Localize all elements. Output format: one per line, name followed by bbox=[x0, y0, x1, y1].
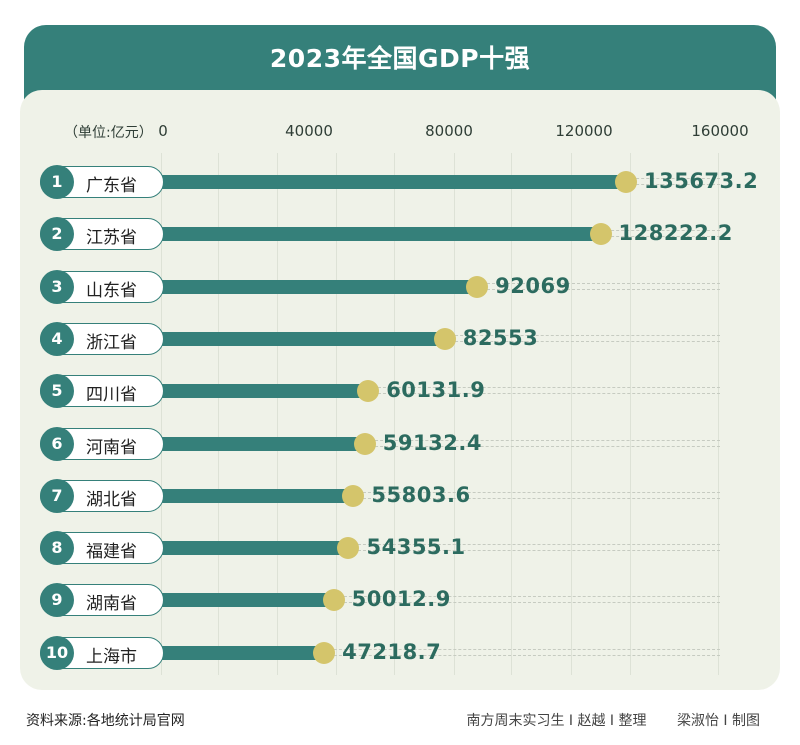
value-label: 135673.2 bbox=[643, 169, 759, 193]
province-name: 山东省 bbox=[86, 280, 137, 301]
value-label: 128222.2 bbox=[618, 221, 733, 246]
marker-dot bbox=[614, 171, 637, 193]
bar bbox=[160, 227, 601, 242]
bar bbox=[160, 331, 445, 346]
marker-dot bbox=[313, 641, 336, 664]
marker-dot bbox=[589, 223, 612, 246]
bar bbox=[160, 175, 626, 189]
marker-dot bbox=[466, 275, 489, 298]
bar bbox=[160, 541, 349, 556]
dash-track bbox=[625, 178, 720, 185]
province-name: 上海市 bbox=[86, 646, 137, 667]
province-name: 广东省 bbox=[86, 176, 137, 196]
dash-track bbox=[333, 596, 720, 604]
bar-row: 55803.6 7 湖北省 bbox=[0, 478, 800, 513]
gridline bbox=[718, 153, 719, 675]
bar bbox=[160, 384, 369, 399]
dash-track bbox=[368, 387, 720, 395]
value-label: 54355.1 bbox=[366, 535, 466, 560]
rank-badge: 7 bbox=[40, 478, 74, 513]
bar bbox=[160, 593, 334, 608]
bar-row: 128222.2 2 江苏省 bbox=[0, 217, 800, 252]
bar-row: 47218.7 10 上海市 bbox=[0, 635, 800, 670]
gridline bbox=[630, 153, 631, 675]
value-label: 60131.9 bbox=[386, 378, 486, 403]
gridline bbox=[511, 153, 512, 675]
gridline bbox=[336, 153, 337, 675]
bar-row: 82553 4 浙江省 bbox=[0, 321, 800, 356]
dash-track bbox=[348, 544, 720, 552]
rank-badge: 6 bbox=[40, 426, 74, 461]
value-label: 47218.7 bbox=[342, 639, 442, 664]
rank-badge: 2 bbox=[40, 217, 74, 252]
rank-badge: 8 bbox=[40, 531, 74, 566]
credit-designer: 梁淑怡 I 制图 bbox=[676, 713, 760, 729]
gridline bbox=[161, 153, 162, 675]
gridline bbox=[571, 153, 572, 675]
marker-dot bbox=[322, 589, 345, 612]
chart-title: 2023年全国GDP十强 bbox=[269, 44, 531, 73]
x-tick-label: 160000 bbox=[691, 122, 749, 140]
credits: 南方周末实习生 I 赵越 I 整理 梁淑怡 I 制图 bbox=[440, 710, 760, 730]
value-label: 50012.9 bbox=[351, 587, 451, 612]
rank-badge: 3 bbox=[40, 269, 74, 304]
province-name: 浙江省 bbox=[86, 332, 137, 353]
value-label: 82553 bbox=[462, 325, 539, 350]
bar bbox=[160, 645, 325, 660]
gridline bbox=[277, 153, 278, 675]
rank-badge: 4 bbox=[40, 321, 74, 356]
rank-badge: 9 bbox=[40, 583, 74, 618]
gridline bbox=[454, 153, 455, 675]
value-label: 55803.6 bbox=[371, 482, 471, 507]
province-name: 江苏省 bbox=[86, 228, 137, 249]
dash-track bbox=[364, 439, 720, 447]
x-tick-label: 0 bbox=[158, 122, 168, 140]
marker-dot bbox=[357, 380, 380, 403]
dash-track bbox=[444, 334, 720, 342]
source-note: 资料来源:各地统计局官网 bbox=[26, 713, 185, 729]
dash-track bbox=[324, 648, 720, 656]
rank-badge: 1 bbox=[40, 165, 74, 199]
x-tick-label: 80000 bbox=[425, 122, 473, 140]
bar-row: 60131.9 5 四川省 bbox=[0, 374, 800, 409]
bar-row: 135673.2 1 广东省 bbox=[0, 165, 800, 199]
bar bbox=[160, 488, 354, 503]
value-label: 59132.4 bbox=[382, 430, 482, 455]
marker-dot bbox=[433, 327, 456, 350]
bar-row: 92069 3 山东省 bbox=[0, 269, 800, 304]
rank-badge: 10 bbox=[40, 635, 74, 670]
marker-dot bbox=[342, 484, 365, 507]
x-tick-label: 120000 bbox=[555, 122, 613, 140]
value-label: 92069 bbox=[495, 273, 571, 298]
province-name: 福建省 bbox=[86, 542, 137, 563]
x-tick-label: 40000 bbox=[285, 122, 333, 140]
bar-row: 54355.1 8 福建省 bbox=[0, 531, 800, 566]
bar-row: 59132.4 6 河南省 bbox=[0, 426, 800, 461]
province-name: 河南省 bbox=[86, 437, 137, 458]
bar bbox=[160, 279, 478, 294]
credit-editor: 南方周末实习生 I 赵越 I 整理 bbox=[466, 713, 647, 729]
bar-row: 50012.9 9 湖南省 bbox=[0, 583, 800, 618]
rank-badge: 5 bbox=[40, 374, 74, 409]
province-name: 湖北省 bbox=[86, 489, 137, 510]
bar bbox=[160, 436, 365, 451]
unit-label: （单位:亿元） bbox=[64, 125, 153, 141]
dash-track bbox=[600, 230, 720, 238]
dash-track bbox=[353, 491, 720, 499]
marker-dot bbox=[337, 537, 360, 560]
gridline bbox=[218, 153, 219, 675]
dash-track bbox=[477, 282, 720, 290]
marker-dot bbox=[353, 432, 376, 455]
province-name: 湖南省 bbox=[86, 594, 137, 615]
gridline bbox=[394, 153, 395, 675]
province-name: 四川省 bbox=[86, 385, 137, 406]
